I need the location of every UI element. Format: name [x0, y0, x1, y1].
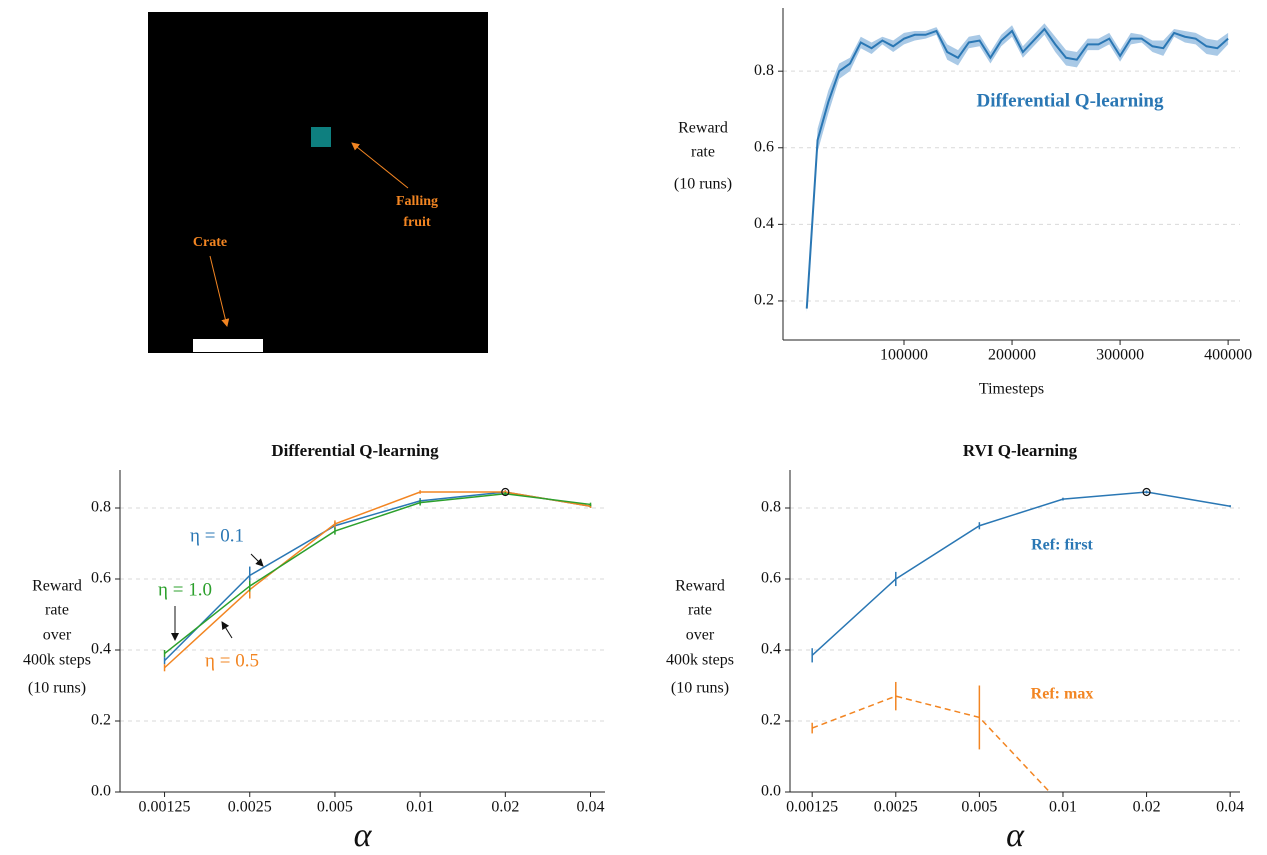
- environment-panel: Falling fruit Crate: [148, 12, 488, 353]
- chart: 0.0 0.2 0.4 0.6 0.8 0.00125 0.0025 0.005 0.01 0.0…: [23, 441, 605, 854]
- x-tick-label: 0.00125: [139, 799, 191, 816]
- y-tick-label: 0.8: [761, 499, 781, 516]
- best-point: [1142, 487, 1151, 497]
- y-axis-label: Reward: [678, 120, 728, 137]
- y-tick-label: 0.2: [761, 712, 781, 729]
- x-tick-label: 0.01: [406, 799, 434, 816]
- y-axis-label: (10 runs): [674, 176, 732, 193]
- x-tick-label: 0.01: [1049, 799, 1077, 816]
- series-line: [811, 491, 1231, 656]
- y-tick-label: 0.8: [91, 499, 111, 516]
- x-tick-label: 0.02: [1133, 799, 1161, 816]
- y-tick-label: 0.4: [91, 641, 111, 658]
- series-label: η = 1.0: [158, 579, 212, 600]
- annotation-arrow: [221, 621, 233, 639]
- y-axis-label: Reward: [32, 578, 82, 595]
- crate: [193, 339, 263, 352]
- chart: 0.2 0.4 0.6 0.8 100000 200000 300000 400000 Time…: [674, 8, 1252, 398]
- x-axis-label: α: [354, 817, 373, 854]
- series-label: η = 0.5: [205, 650, 259, 671]
- series-label: Ref: max: [1031, 686, 1094, 703]
- chart-title: Differential Q-learning: [271, 441, 439, 460]
- plot-area: [811, 490, 1231, 792]
- x-tick-label: 0.005: [961, 799, 997, 816]
- x-tick-label: 0.0025: [874, 799, 918, 816]
- y-axis-label: over: [686, 627, 715, 644]
- y-tick-label: 0.6: [91, 570, 111, 587]
- x-tick-label: 0.0025: [228, 799, 272, 816]
- series-line: [164, 493, 591, 655]
- series-line: [811, 695, 1051, 792]
- x-tick-label: 400000: [1204, 347, 1252, 364]
- crate-label: Crate: [193, 235, 227, 250]
- annotation-arrow: [250, 553, 264, 567]
- y-tick-label: 0.0: [91, 783, 111, 800]
- y-tick-label: 0.6: [761, 570, 781, 587]
- x-tick-label: 200000: [988, 347, 1036, 364]
- environment-background: [148, 12, 488, 353]
- x-tick-label: 0.04: [1216, 799, 1244, 816]
- y-axis-label: 400k steps: [23, 652, 91, 669]
- fruit: [311, 127, 331, 147]
- x-tick-label: 300000: [1096, 347, 1144, 364]
- series-label: Differential Q-learning: [977, 90, 1164, 111]
- chart-title: RVI Q-learning: [963, 441, 1078, 460]
- fruit-label: Falling: [396, 194, 438, 209]
- y-tick-label: 0.8: [754, 62, 774, 79]
- plot-area: [805, 23, 1229, 313]
- best-point: [501, 487, 510, 497]
- series-line: [164, 491, 591, 669]
- y-axis-label: (10 runs): [671, 680, 729, 697]
- x-tick-label: 0.00125: [786, 799, 838, 816]
- y-axis-label: rate: [45, 602, 69, 619]
- eta-arrows: [171, 553, 264, 641]
- x-tick-label: 0.02: [491, 799, 519, 816]
- fruit-arrow: [351, 142, 409, 189]
- y-tick-label: 0.0: [761, 783, 781, 800]
- y-axis-label: Reward: [675, 578, 725, 595]
- crate-arrow: [209, 255, 230, 327]
- x-tick-label: 0.005: [317, 799, 353, 816]
- y-axis-label: over: [43, 627, 72, 644]
- plot-area: [163, 490, 592, 672]
- y-axis-label: 400k steps: [666, 652, 734, 669]
- chart: 0.0 0.2 0.4 0.6 0.8 0.00125 0.0025 0.005 0.01 0.0…: [666, 441, 1244, 854]
- y-axis-label: rate: [688, 602, 712, 619]
- confidence-band: [806, 23, 1229, 313]
- fruit-label: fruit: [403, 215, 431, 230]
- x-axis-label: Timesteps: [979, 381, 1044, 398]
- y-tick-label: 0.2: [91, 712, 111, 729]
- series-label: η = 0.1: [190, 525, 244, 546]
- x-tick-label: 0.04: [577, 799, 605, 816]
- series-line: [805, 27, 1229, 309]
- y-tick-label: 0.4: [761, 641, 781, 658]
- y-axis-label: (10 runs): [28, 680, 86, 697]
- series-label: Ref: first: [1031, 537, 1093, 554]
- y-tick-label: 0.2: [754, 292, 774, 309]
- y-tick-label: 0.4: [754, 215, 774, 232]
- x-tick-label: 100000: [880, 347, 928, 364]
- x-axis-label: α: [1006, 817, 1025, 854]
- y-axis-label: rate: [691, 144, 715, 161]
- y-tick-label: 0.6: [754, 138, 774, 155]
